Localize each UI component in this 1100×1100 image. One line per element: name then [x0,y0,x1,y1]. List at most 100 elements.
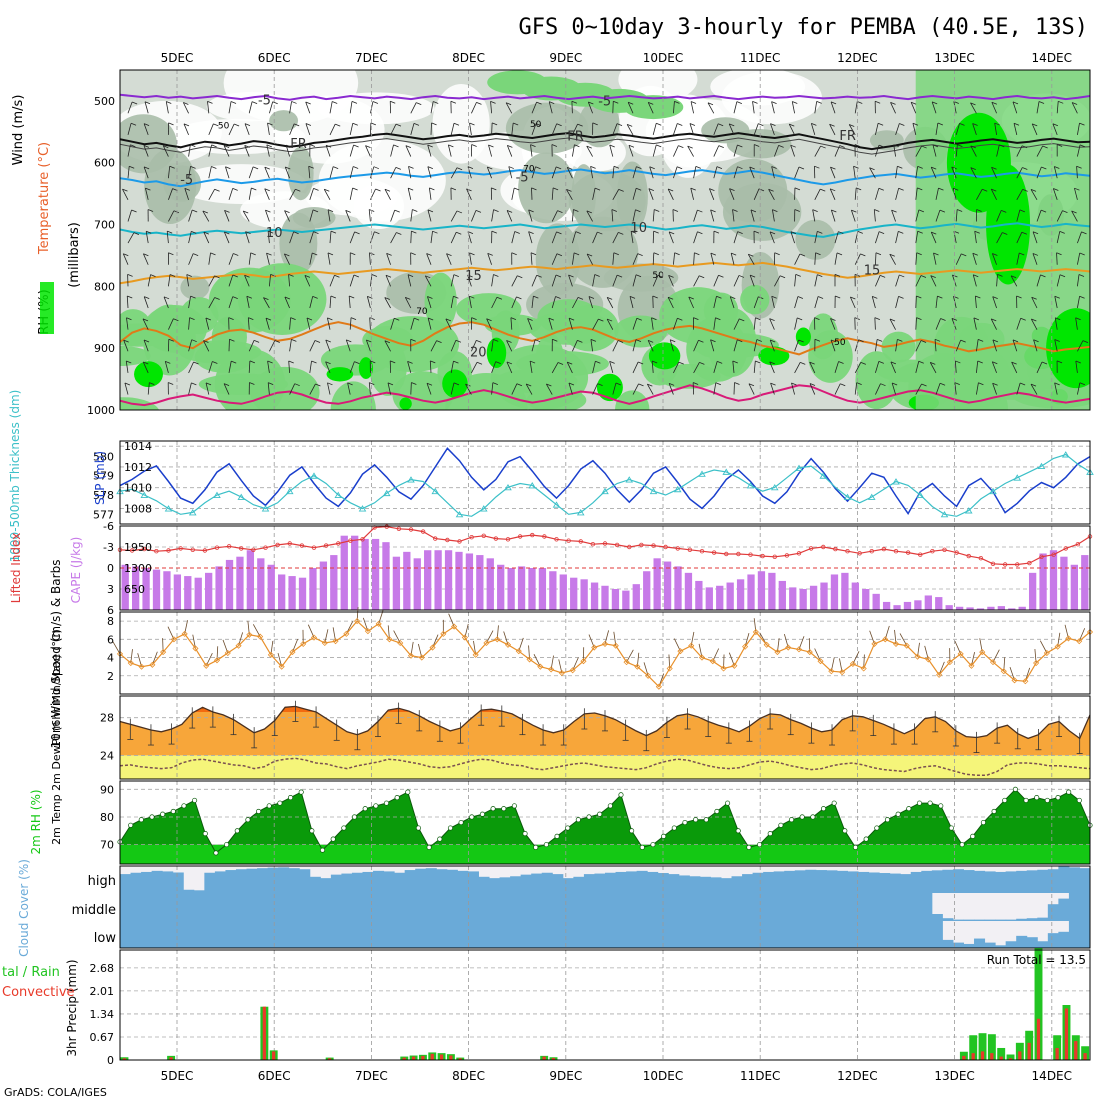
precip-convective-bar [458,1058,462,1060]
wind-barb [284,166,290,179]
wind-barb-flag [654,209,660,212]
wind-barb [1030,318,1038,330]
pressure-tick-label: 600 [94,157,115,170]
wind-speed-marker [170,636,177,643]
wind-barb-flag [878,231,885,235]
wind-barb-flag [453,122,460,126]
cloud-middle-bar [858,893,870,921]
wind-barb-flag [211,166,217,169]
precip-convective-bar [1055,1047,1059,1060]
wind-barb [309,360,312,373]
wind-barb [145,231,149,244]
wind-barb-flag [407,360,413,364]
rh2m-marker [874,825,880,831]
wind-speed-marker [483,639,490,647]
wind-barb-flag [878,187,884,191]
wind-barb-flag [615,382,622,386]
lifted-index-marker [433,536,438,541]
wind-barb-flag [390,360,396,364]
wind-barb-flag [533,295,539,299]
wind-speed-marker [731,662,738,669]
thickness-marker [819,472,828,479]
wind-barb [572,657,579,671]
lifted-tick-label: -6 [103,520,114,533]
precip-convective-bar [1036,1018,1041,1060]
cloud-low-bar [847,921,859,948]
wind-barb [667,297,674,309]
cloud-high-bar [436,869,448,893]
day-label-bottom: 13DEC [934,1069,974,1083]
wind-barb-flag [467,166,474,170]
wind-speed-marker [149,661,156,668]
wind-barb [693,209,698,222]
cape-bar [903,601,912,610]
wind-barb-flag [266,252,272,256]
wind-barb-flag [877,122,884,126]
cape-bar [590,582,599,610]
cloud-high-bar [415,868,427,893]
rh-moist-blob [808,313,839,360]
lifted-index-marker [1039,554,1044,559]
wind-barb [245,231,250,244]
lifted-index-marker [675,546,680,551]
wind-barb-flag [961,253,967,257]
wind-barb [915,187,918,200]
wind-barb-flag [1054,166,1060,169]
wind-barb-flag [516,383,523,387]
precip-convective-bar [990,1053,994,1060]
wind-barb [407,361,412,374]
cape-bar [507,568,515,610]
wind-barb [673,361,680,374]
wind-barb-flag [306,317,313,321]
wind-barb [127,101,133,114]
rh2m-marker [394,795,400,801]
wind-barb-flag [387,382,394,386]
wind-barb [266,144,270,157]
wind-barb [1036,145,1044,157]
wind-barb-flag [1032,123,1038,127]
wind-speed-marker [440,630,447,637]
rh2m-marker [916,800,923,806]
wind-speed-marker [882,636,889,643]
precip-convective-bar [421,1055,425,1060]
cloud-low-bar [1079,921,1091,948]
wind-speed-marker [278,663,285,670]
wind-barb [794,166,800,179]
wind-barb-flag [897,339,903,342]
wind-barb [531,102,537,114]
wind-barb-flag [872,296,878,299]
wind-barb [127,123,132,136]
isotherm-20 [120,321,1090,356]
wind-barb-flag [130,122,137,126]
wind-barb [769,231,775,244]
wind-barb [632,253,639,265]
wind-barb [207,101,210,114]
wind-barb-flag [709,188,715,192]
wind-speed-marker [213,657,221,664]
wind-barb-flag [445,318,452,322]
cloud-middle-bar [235,893,248,921]
isotherm-label: FR [567,130,584,145]
wind-barb [609,144,614,157]
cape-bar [882,601,891,610]
wind-barb [366,296,371,309]
rh2m-marker [511,803,517,809]
wind-barb-flag [656,144,662,148]
cape-bar [851,582,859,610]
precip-convective-bar [327,1058,332,1060]
wind-barb [687,145,694,157]
wind-barb [748,383,755,395]
cloud-low-bar [689,921,701,948]
wind-barb-flag [992,253,998,256]
cloud-high-bar [689,876,701,893]
wind-barb [252,624,261,637]
cloud-high-bar [931,870,943,893]
wind-barb-flag [699,362,705,365]
rh2m-marker [788,817,795,823]
wind-barb-flag [657,274,664,278]
wind-barb [814,274,818,287]
wind-barb-flag [937,295,943,299]
wind-barb-flag [635,209,641,213]
wind-barb [265,209,270,222]
cloud-low-bar [805,921,817,948]
